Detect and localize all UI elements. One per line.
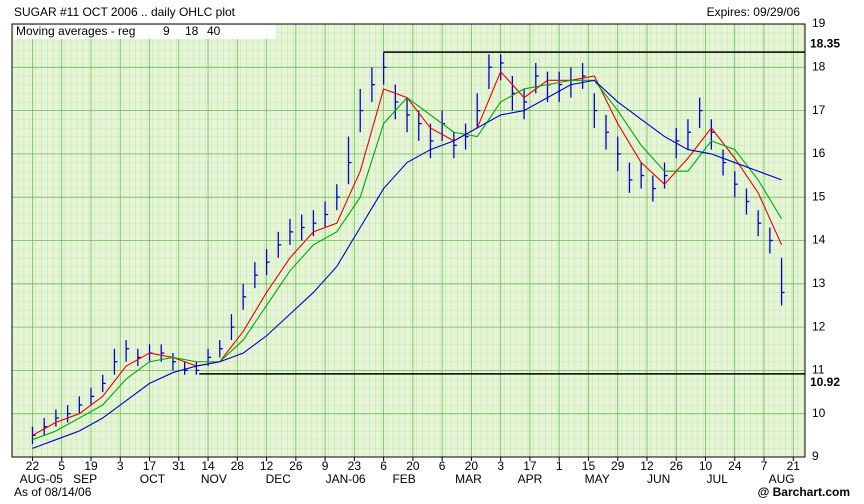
y-tick-label: 17: [812, 103, 826, 117]
x-tick-label: 5: [58, 459, 65, 473]
y-tick-label: 19: [812, 16, 826, 30]
month-label: NOV: [201, 472, 227, 486]
x-tick-label: 9: [322, 459, 329, 473]
month-label: FEB: [392, 472, 415, 486]
footer-source: @ Barchart.com: [758, 485, 850, 499]
month-label: MAR: [455, 472, 482, 486]
level-label: 18.35: [810, 36, 840, 50]
x-tick-label: 3: [117, 459, 124, 473]
legend-entry: 18: [185, 24, 199, 38]
y-tick-label: 11: [812, 363, 825, 377]
x-tick-label: 21: [787, 459, 801, 473]
footer-date: As of 08/14/06: [14, 485, 92, 499]
x-tick-label: 3: [497, 459, 504, 473]
x-tick-label: 6: [380, 459, 387, 473]
legend-box: [14, 25, 276, 39]
y-tick-label: 14: [812, 233, 826, 247]
x-tick-label: 6: [439, 459, 446, 473]
x-tick-label: 1: [556, 459, 563, 473]
month-label: AUG-05: [20, 472, 64, 486]
x-tick-label: 23: [348, 459, 362, 473]
x-tick-label: 24: [728, 459, 742, 473]
x-tick-label: 22: [26, 459, 40, 473]
chart-title: SUGAR #11 OCT 2006 .. daily OHLC plot: [14, 5, 236, 19]
x-tick-label: 20: [406, 459, 420, 473]
y-tick-label: 9: [812, 449, 819, 463]
x-tick-label: 12: [260, 459, 274, 473]
x-tick-label: 17: [523, 459, 537, 473]
legend-entry: 9: [163, 24, 170, 38]
plot-frame: [11, 23, 806, 458]
month-label: APR: [518, 472, 543, 486]
x-tick-label: 19: [84, 459, 98, 473]
x-tick-label: 28: [231, 459, 245, 473]
y-tick-label: 15: [812, 189, 826, 203]
month-label: JAN-06: [326, 472, 366, 486]
month-label: SEP: [73, 472, 97, 486]
x-tick-label: 31: [172, 459, 186, 473]
month-label: OCT: [140, 472, 166, 486]
x-tick-label: 26: [289, 459, 303, 473]
x-tick-label: 15: [582, 459, 596, 473]
month-label: JUN: [647, 472, 670, 486]
legend-entry: 40: [207, 24, 221, 38]
month-label: AUG: [769, 472, 795, 486]
level-label: 10.92: [810, 375, 840, 389]
y-tick-label: 10: [812, 406, 826, 420]
ma-line: [32, 79, 782, 449]
x-tick-label: 20: [465, 459, 479, 473]
ma-line: [32, 79, 783, 441]
x-tick-label: 10: [699, 459, 713, 473]
month-label: DEC: [266, 472, 292, 486]
y-tick-label: 16: [812, 146, 826, 160]
x-tick-label: 12: [640, 459, 654, 473]
month-label: JUL: [707, 472, 729, 486]
y-tick-label: 18: [812, 59, 826, 73]
month-label: MAY: [585, 472, 610, 486]
x-tick-label: 17: [143, 459, 157, 473]
y-tick-label: 12: [812, 319, 826, 333]
expires: Expires: 09/29/06: [707, 5, 801, 19]
x-tick-label: 26: [670, 459, 684, 473]
y-tick-label: 13: [812, 276, 826, 290]
x-tick-label: 29: [611, 459, 625, 473]
legend-title: Moving averages - reg: [16, 24, 135, 38]
x-tick-label: 14: [201, 459, 215, 473]
x-tick-label: 7: [761, 459, 768, 473]
